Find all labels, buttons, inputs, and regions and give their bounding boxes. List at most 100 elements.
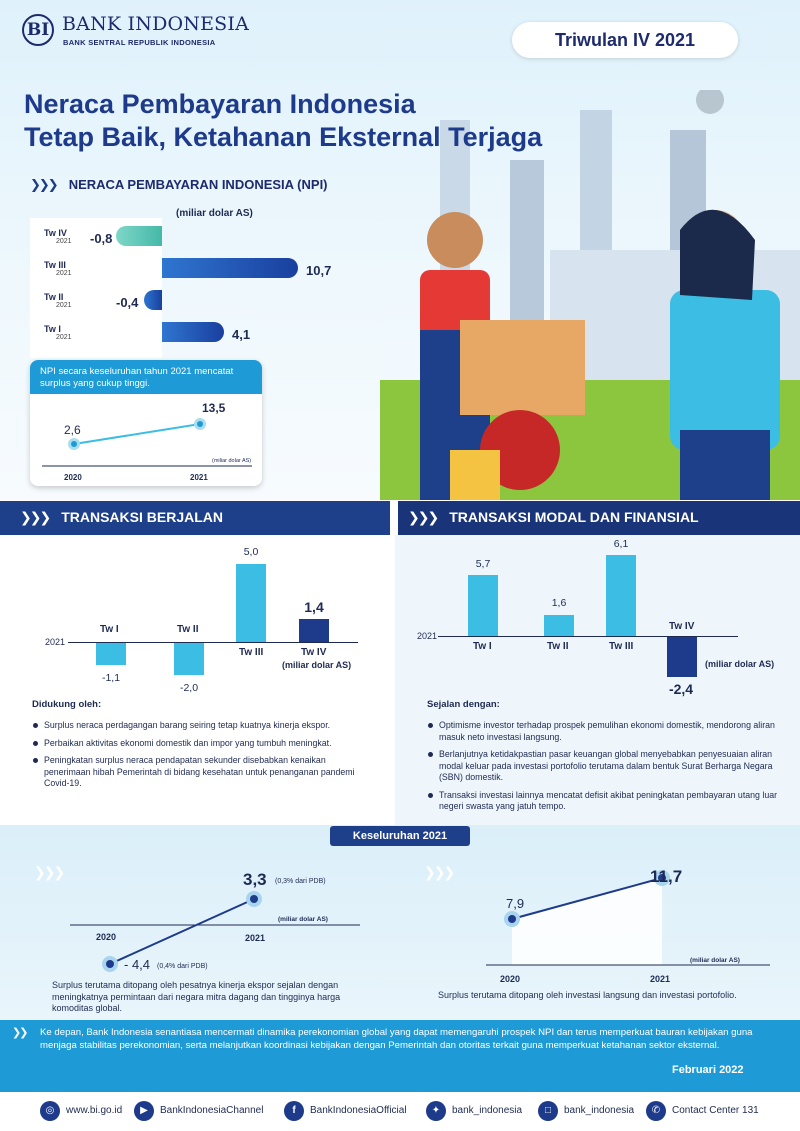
npi-bar — [162, 258, 298, 278]
list-item: Transaksi investasi lainnya mencatat def… — [427, 790, 782, 813]
ca-bar — [174, 643, 204, 675]
overall-ca-value-2020: - 4,4 — [124, 957, 150, 972]
woman-hair — [680, 209, 755, 300]
overall-ca-note-2021: (0,3% dari PDB) — [275, 878, 326, 885]
list-item: Surplus neraca perdagangan barang seirin… — [32, 720, 372, 732]
coin-stack — [450, 450, 500, 500]
list-item: Optimisme investor terhadap prospek pemu… — [427, 720, 782, 743]
fa-bar-value: 1,6 — [551, 597, 567, 609]
ca-unit: (miliar dolar AS) — [282, 660, 352, 670]
ca-bar-value: -2,0 — [179, 682, 199, 694]
chevrons-icon: ❯❯❯ — [20, 509, 51, 525]
ca-bar — [236, 564, 266, 642]
chevrons-icon: ❯❯❯ — [424, 864, 455, 880]
ca-bar-label: Tw III — [239, 647, 264, 658]
instagram-icon: □ — [538, 1101, 558, 1121]
ca-bar-value: 5,0 — [243, 546, 259, 558]
contact-facebook[interactable]: BankIndonesiaOfficial — [310, 1105, 407, 1116]
fa-bar-label: Tw I — [473, 641, 492, 652]
overall-fa-unit: (miliar dolar AS) — [690, 957, 740, 964]
fa-bullets-title: Sejalan dengan: — [427, 699, 500, 710]
overall-fa-caption: Surplus terutama ditopang oleh investasi… — [438, 990, 737, 1000]
logo-subtitle: BANK SENTRAL REPUBLIK INDONESIA — [63, 38, 216, 47]
fa-bullet-list: Optimisme investor terhadap prospek pemu… — [427, 720, 782, 813]
youtube-icon: ▶ — [134, 1101, 154, 1121]
overall-fa-value-2021: 11,7 — [650, 867, 682, 886]
worker-head — [427, 212, 483, 268]
npi-bar — [144, 290, 162, 310]
bank-indonesia-logo-icon: BI — [22, 14, 54, 46]
overall-ca-line — [109, 898, 255, 965]
overall-fa-line — [511, 877, 663, 920]
npi-row: Tw II 2021 -0,4 — [30, 290, 330, 316]
overall-ca-unit: (miliar dolar AS) — [278, 916, 328, 923]
contact-twitter[interactable]: bank_indonesia — [452, 1105, 523, 1116]
fa-bar-value: 6,1 — [613, 538, 629, 550]
overall-fa-point — [658, 874, 666, 882]
npi-row: Tw III 2021 10,7 — [30, 258, 331, 284]
npi-row-year: 2021 — [56, 270, 72, 277]
current-account-heading: ❯❯❯ TRANSAKSI BERJALAN — [20, 509, 223, 526]
ca-bullets-title: Didukung oleh: — [32, 699, 102, 710]
npi-row-year: 2021 — [56, 238, 72, 245]
overall-ca-caption: Surplus terutama ditopang oleh pesatnya … — [52, 980, 341, 1013]
ca-bar — [299, 619, 329, 642]
npi-annual-value-2020: 2,6 — [64, 423, 81, 437]
overall-ca-year-2021: 2021 — [245, 933, 265, 943]
overall-ca-point — [106, 960, 114, 968]
capital-account-header-bar — [398, 501, 800, 535]
fa-unit: (miliar dolar AS) — [705, 659, 775, 669]
contact-instagram[interactable]: bank_indonesia — [564, 1105, 635, 1116]
npi-row-label: Tw IV — [44, 228, 67, 238]
phone-icon: ✆ — [646, 1101, 666, 1121]
ca-bar-label: Tw IV — [301, 647, 327, 658]
twitter-icon: ✦ — [426, 1101, 446, 1121]
logo-name: BANK INDONESIA — [62, 13, 250, 35]
ca-bullets: Didukung oleh: Surplus neraca perdaganga… — [32, 699, 372, 796]
overall-fa-area — [512, 878, 662, 965]
fa-bar-value: 5,7 — [475, 558, 491, 570]
chevrons-icon: ❯❯❯ — [30, 177, 59, 192]
overall-ca-year-2020: 2020 — [96, 932, 116, 942]
npi-bar — [116, 226, 162, 246]
ca-bar-label: Tw I — [100, 624, 119, 635]
illustration-scene — [380, 90, 800, 500]
contact-website[interactable]: www.bi.go.id — [66, 1105, 123, 1116]
npi-row-value: -0,4 — [116, 295, 139, 310]
npi-row: Tw I 2021 4,1 — [30, 322, 330, 348]
npi-row-value: 4,1 — [232, 327, 251, 342]
npi-annual-caption: NPI secara keseluruhan tahun 2021 mencat… — [30, 360, 262, 394]
smoke — [696, 90, 724, 114]
npi-unit: (miliar dolar AS) — [176, 208, 253, 219]
chevrons-icon: ❯❯❯ — [34, 864, 65, 880]
list-item: Berlanjutnya ketidakpastian pasar keuang… — [427, 749, 782, 784]
npi-annual-unit: (miliar dolar AS) — [212, 458, 251, 464]
ca-bar — [96, 643, 126, 665]
npi-row-value: -0,8 — [90, 231, 113, 246]
npi-annual-point — [197, 421, 203, 427]
contact-youtube[interactable]: BankIndonesiaChannel — [160, 1105, 264, 1116]
fa-axis-line — [438, 636, 738, 637]
footer-text: Ke depan, Bank Indonesia senantiasa menc… — [40, 1027, 753, 1051]
fa-bar — [606, 555, 636, 636]
facebook-icon: f — [284, 1101, 304, 1121]
woman-pants — [680, 430, 770, 500]
woman-shirt — [670, 290, 780, 450]
chevrons-icon: ❯❯ — [12, 1027, 29, 1039]
npi-row: Tw IV 2021 -0,8 — [30, 226, 330, 252]
npi-row-label: Tw III — [44, 260, 66, 270]
title-line-2: Tetap Baik, Ketahanan Eksternal Terjaga — [24, 122, 543, 152]
contact-phone[interactable]: Contact Center 131 — [672, 1105, 759, 1116]
npi-heading: ❯❯❯ NERACA PEMBAYARAN INDONESIA (NPI) — [30, 177, 328, 193]
overall-fa-year-2020: 2020 — [500, 974, 520, 984]
overall-ca-note-2020: (0,4% dari PDB) — [157, 963, 208, 970]
overall-ca-value-2021: 3,3 — [243, 870, 267, 889]
publication-date: Februari 2022 — [672, 1064, 744, 1076]
list-item: Perbaikan aktivitas ekonomi domestik dan… — [32, 738, 372, 750]
current-account-header-bar — [0, 501, 390, 535]
fa-axis-year: 2021 — [417, 631, 438, 641]
chevrons-icon: ❯❯❯ — [408, 509, 439, 525]
current-account-heading-text: TRANSAKSI BERJALAN — [61, 509, 223, 525]
fa-bar — [468, 575, 498, 636]
fa-bar-value: -2,4 — [668, 681, 694, 697]
